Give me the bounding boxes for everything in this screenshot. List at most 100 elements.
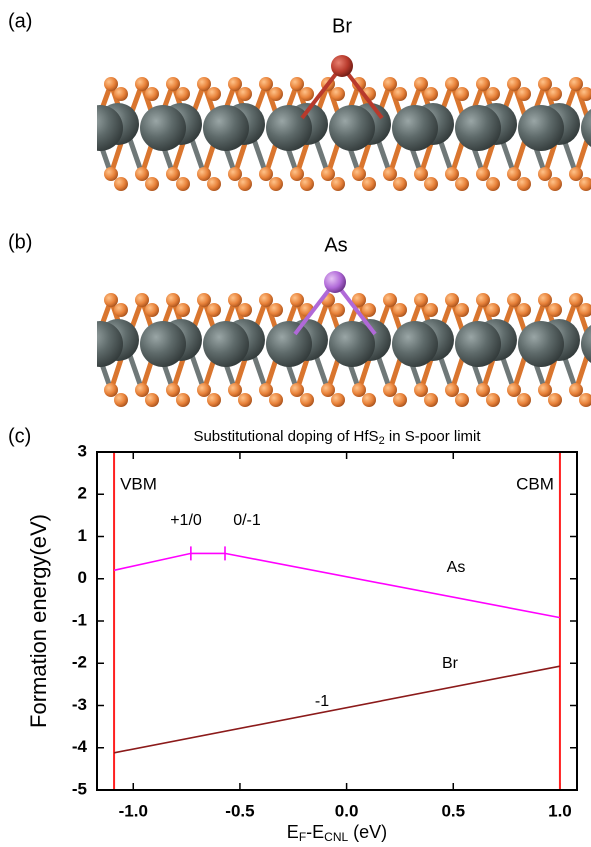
sulfur <box>383 293 397 307</box>
sulfur <box>166 77 180 91</box>
sulfur <box>238 87 252 101</box>
sulfur <box>321 383 335 397</box>
title-part: 2 <box>379 435 385 447</box>
sulfur <box>486 177 500 191</box>
hafnium <box>266 321 312 367</box>
sulfur <box>83 303 97 317</box>
hafnium <box>203 105 249 151</box>
sulfur <box>414 77 428 91</box>
sulfur <box>517 303 531 317</box>
hafnium <box>203 321 249 367</box>
x-tick-label: 0.5 <box>441 801 465 820</box>
sulfur <box>445 293 459 307</box>
sulfur <box>104 77 118 91</box>
sulfur <box>300 87 314 101</box>
band-edge-label: VBM <box>120 474 157 493</box>
sulfur <box>197 383 211 397</box>
sulfur <box>538 77 552 91</box>
transition-label: +1/0 <box>170 512 202 529</box>
sulfur <box>259 77 273 91</box>
hafnium <box>329 321 375 367</box>
y-tick-label: -5 <box>72 779 87 798</box>
sulfur <box>414 383 428 397</box>
sulfur <box>393 393 407 407</box>
series-label: As <box>447 559 466 576</box>
sulfur <box>414 167 428 181</box>
y-tick-label: 3 <box>78 441 87 460</box>
sulfur <box>455 393 469 407</box>
sulfur <box>83 393 97 407</box>
sulfur <box>145 393 159 407</box>
y-tick-label: -4 <box>72 737 88 756</box>
sulfur <box>114 393 128 407</box>
sulfur <box>569 383 583 397</box>
sulfur <box>579 303 591 317</box>
series-line <box>113 665 561 754</box>
sulfur <box>548 177 562 191</box>
sulfur <box>269 177 283 191</box>
bond <box>97 126 98 128</box>
sulfur <box>269 87 283 101</box>
sulfur <box>176 393 190 407</box>
hafnium <box>266 105 312 151</box>
y-tick-label: -2 <box>72 653 87 672</box>
hafnium <box>329 105 375 151</box>
sulfur <box>424 87 438 101</box>
sulfur <box>548 303 562 317</box>
sulfur <box>393 87 407 101</box>
sulfur <box>393 177 407 191</box>
hafnium <box>140 321 186 367</box>
sulfur <box>238 177 252 191</box>
sulfur <box>445 77 459 91</box>
sulfur <box>424 177 438 191</box>
atom-label: As <box>324 234 347 256</box>
sulfur <box>269 393 283 407</box>
y-tick-label: 2 <box>78 484 87 503</box>
sulfur <box>331 303 345 317</box>
sulfur <box>73 293 87 307</box>
sulfur <box>269 303 283 317</box>
sulfur <box>114 87 128 101</box>
sulfur <box>228 167 242 181</box>
sulfur <box>383 77 397 91</box>
sulfur <box>166 293 180 307</box>
series-line <box>113 552 561 619</box>
structure-as <box>73 271 591 407</box>
sulfur <box>476 293 490 307</box>
sulfur <box>228 383 242 397</box>
hafnium <box>455 105 501 151</box>
sulfur <box>383 383 397 397</box>
y-tick-label: 0 <box>78 568 87 587</box>
chart: Substitutional doping of HfS2 in S-poor … <box>26 428 578 844</box>
sulfur <box>362 177 376 191</box>
sulfur <box>579 393 591 407</box>
charge-label: -1 <box>315 693 329 710</box>
dopant <box>324 271 346 293</box>
sulfur <box>145 303 159 317</box>
sulfur <box>352 167 366 181</box>
sulfur <box>290 293 304 307</box>
sulfur <box>176 303 190 317</box>
sulfur <box>517 393 531 407</box>
sulfur <box>207 393 221 407</box>
sulfur <box>73 383 87 397</box>
sulfur <box>228 293 242 307</box>
sulfur <box>579 177 591 191</box>
sulfur <box>228 77 242 91</box>
sulfur <box>207 87 221 101</box>
sulfur <box>166 383 180 397</box>
bond <box>97 342 98 344</box>
chart-title: Substitutional doping of HfS2 in S-poor … <box>193 428 481 447</box>
sulfur <box>197 77 211 91</box>
sulfur <box>104 383 118 397</box>
bond <box>97 128 98 130</box>
sulfur <box>548 393 562 407</box>
hafnium <box>518 105 564 151</box>
y-tick-label: -3 <box>72 695 87 714</box>
hafnium <box>392 321 438 367</box>
sulfur <box>362 303 376 317</box>
sulfur <box>197 293 211 307</box>
sulfur <box>486 87 500 101</box>
sulfur <box>548 87 562 101</box>
